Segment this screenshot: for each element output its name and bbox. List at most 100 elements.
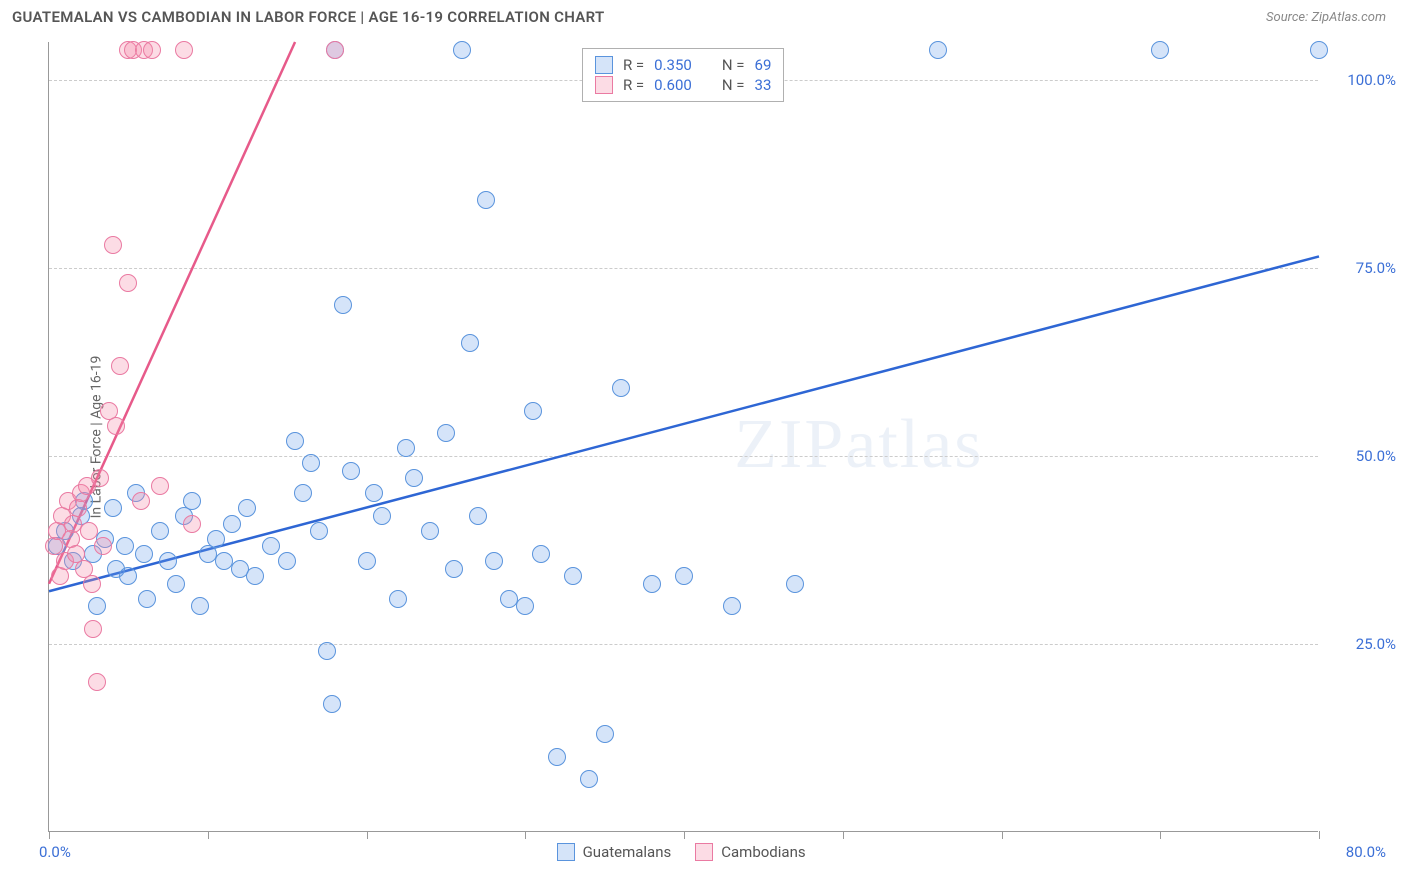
legend-item-cambodians: Cambodians [695,843,805,861]
data-point [1310,41,1328,59]
data-point [318,642,336,660]
x-tick [1002,831,1003,839]
data-point [167,575,185,593]
data-point [461,334,479,352]
y-tick-label: 25.0% [1326,635,1396,653]
data-point [1151,41,1169,59]
x-axis-max-label: 80.0% [1346,843,1386,861]
x-tick [49,831,50,839]
data-point [119,567,137,585]
data-point [643,575,661,593]
y-tick-label: 100.0% [1326,71,1396,89]
data-point [326,41,344,59]
x-axis-min-label: 0.0% [39,843,71,861]
data-point [94,537,112,555]
data-point [310,522,328,540]
data-point [88,597,106,615]
data-point [477,191,495,209]
x-tick [1160,831,1161,839]
data-point [358,552,376,570]
chart-title: GUATEMALAN VS CAMBODIAN IN LABOR FORCE |… [12,8,605,26]
stats-row-cambodians: R = 0.600 N = 33 [595,75,771,95]
data-point [580,770,598,788]
data-point [445,560,463,578]
data-point [421,522,439,540]
x-tick [684,831,685,839]
data-point [675,567,693,585]
data-point [183,492,201,510]
data-point [365,484,383,502]
swatch-cambodians [595,76,613,94]
data-point [135,545,153,563]
data-point [548,748,566,766]
swatch-guatemalans [595,56,613,74]
data-point [262,537,280,555]
data-point [84,620,102,638]
data-point [334,296,352,314]
data-point [175,41,193,59]
data-point [323,695,341,713]
x-tick [1319,831,1320,839]
data-point [485,552,503,570]
header: GUATEMALAN VS CAMBODIAN IN LABOR FORCE |… [0,0,1406,30]
trend-line [49,256,1319,591]
series-legend: Guatemalans Cambodians [557,843,806,861]
swatch-guatemalans [557,843,575,861]
data-point [138,590,156,608]
y-tick-label: 75.0% [1326,259,1396,277]
data-point [286,432,304,450]
data-point [151,522,169,540]
data-point [397,439,415,457]
data-point [564,567,582,585]
x-tick [367,831,368,839]
swatch-cambodians [695,843,713,861]
data-point [183,515,201,533]
data-point [132,492,150,510]
data-point [532,545,550,563]
stats-row-guatemalans: R = 0.350 N = 69 [595,55,771,75]
data-point [104,236,122,254]
data-point [69,499,87,517]
data-point [191,597,209,615]
stats-legend-box: R = 0.350 N = 69 R = 0.600 N = 33 [582,48,784,102]
data-point [437,424,455,442]
data-point [612,379,630,397]
data-point [453,41,471,59]
data-point [246,567,264,585]
data-point [143,41,161,59]
x-tick [525,831,526,839]
legend-item-guatemalans: Guatemalans [557,843,672,861]
data-point [207,530,225,548]
data-point [524,402,542,420]
data-point [596,725,614,743]
chart-plot-area: In Labor Force | Age 16-19 ZIPatlas 25.0… [48,42,1318,832]
source-attribution: Source: ZipAtlas.com [1266,10,1386,25]
data-point [238,499,256,517]
data-point [116,537,134,555]
data-point [405,469,423,487]
y-tick-label: 50.0% [1326,447,1396,465]
data-point [159,552,177,570]
data-point [389,590,407,608]
data-point [104,499,122,517]
data-point [119,274,137,292]
data-point [88,673,106,691]
data-point [516,597,534,615]
data-point [80,522,98,540]
x-tick [208,831,209,839]
data-point [929,41,947,59]
data-point [151,477,169,495]
data-point [469,507,487,525]
data-point [302,454,320,472]
data-point [91,469,109,487]
data-point [723,597,741,615]
data-point [111,357,129,375]
data-point [278,552,296,570]
data-point [223,515,241,533]
data-point [373,507,391,525]
data-point [107,417,125,435]
x-tick [843,831,844,839]
data-point [294,484,312,502]
trend-lines-layer [49,42,1318,831]
data-point [83,575,101,593]
